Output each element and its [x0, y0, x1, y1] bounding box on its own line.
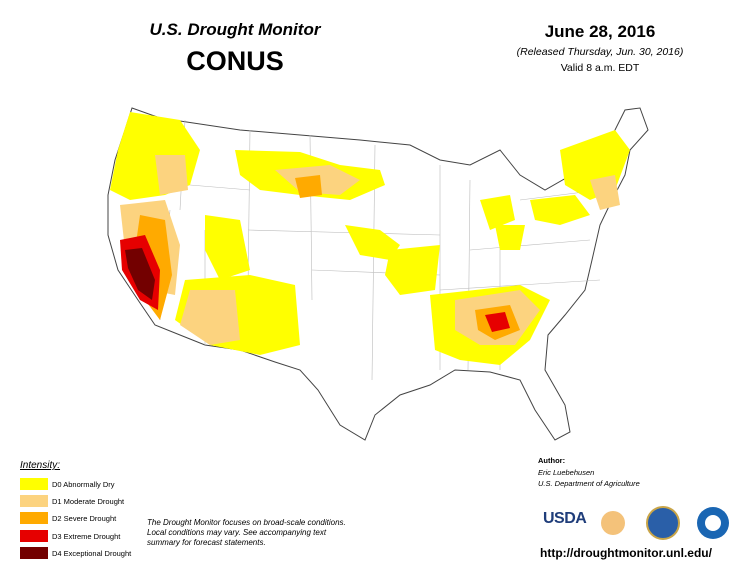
- released: (Released Thursday, Jun. 30, 2016): [516, 46, 684, 58]
- legend-swatch: [20, 530, 48, 542]
- legend-swatch: [20, 495, 48, 507]
- legend-swatch: [20, 478, 48, 490]
- author-label: Author:: [538, 456, 566, 465]
- ndmc-logo: [601, 511, 625, 535]
- note: The Drought Monitor focuses on broad-sca…: [147, 518, 346, 547]
- region: CONUS: [186, 46, 284, 76]
- author-org: U.S. Department of Agriculture: [538, 479, 640, 488]
- legend-title: Intensity:: [20, 460, 61, 471]
- legend-swatch: [20, 547, 48, 559]
- title: U.S. Drought Monitor: [149, 20, 321, 39]
- legend-item: D4 Exceptional Drought: [52, 549, 132, 558]
- doc-logo: [646, 506, 680, 540]
- legend-item: D0 Abnormally Dry: [52, 480, 115, 489]
- map: [107, 107, 649, 441]
- date: June 28, 2016: [544, 22, 656, 41]
- legend-item: D1 Moderate Drought: [52, 497, 125, 506]
- agency-logos: [601, 506, 729, 540]
- legend-item: D2 Severe Drought: [52, 514, 117, 523]
- noaa-logo-center: [705, 515, 721, 531]
- legend-swatch: [20, 512, 48, 524]
- usda-logo: USDA: [543, 510, 587, 527]
- d4-areas: [125, 248, 155, 300]
- us-outline: [107, 107, 649, 441]
- valid: Valid 8 a.m. EDT: [560, 62, 640, 74]
- author-name: Eric Luebehusen: [538, 468, 595, 477]
- url: http://droughtmonitor.unl.edu/: [540, 546, 712, 560]
- legend-item: D3 Extreme Drought: [52, 532, 121, 541]
